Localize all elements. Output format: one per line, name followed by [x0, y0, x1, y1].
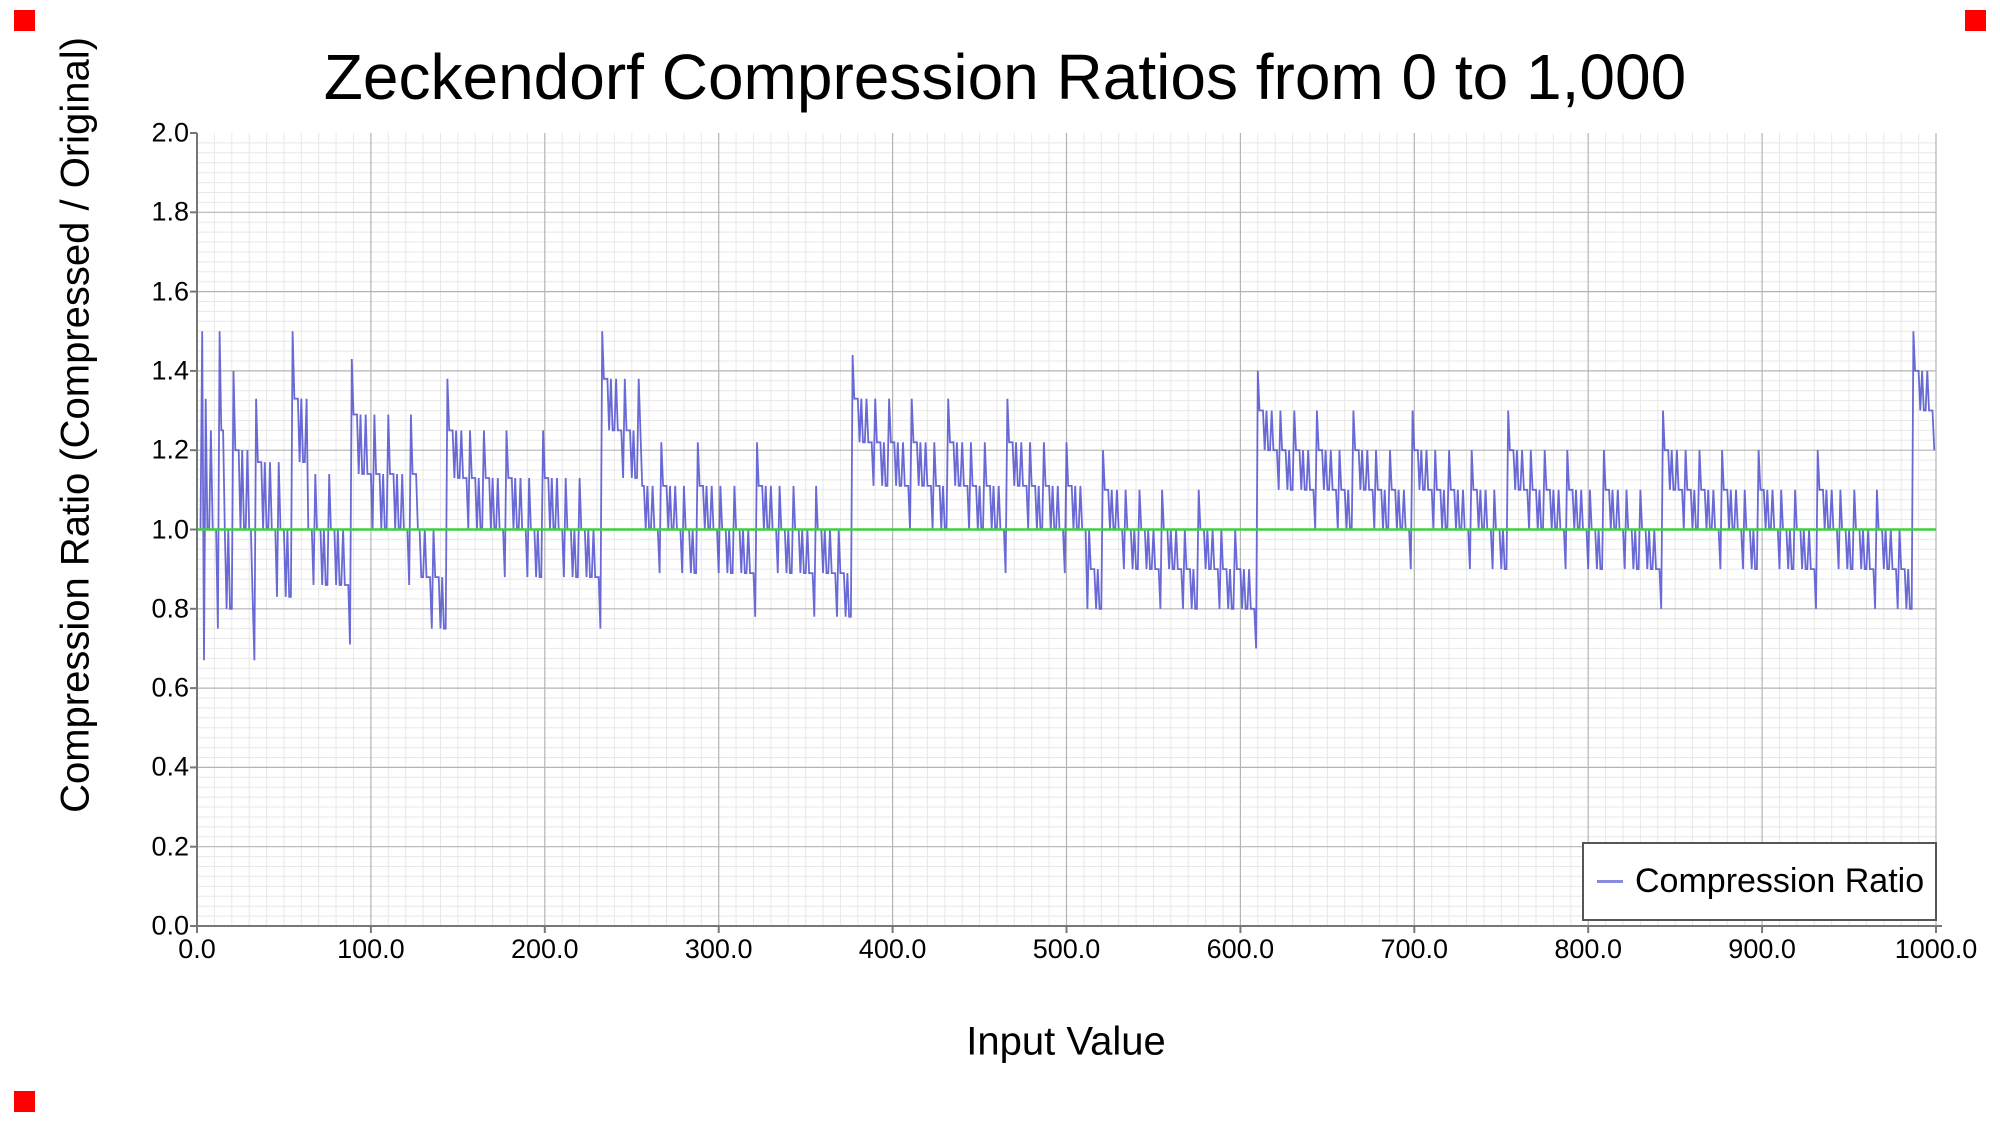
- y-tick-label: 0.0: [151, 910, 189, 941]
- y-tick-label: 1.4: [151, 355, 189, 386]
- y-tick-label: 0.8: [151, 593, 189, 624]
- y-tick-label: 2.0: [151, 117, 189, 148]
- x-axis-title: Input Value: [966, 1019, 1166, 1064]
- y-tick-label: 1.0: [151, 514, 189, 544]
- x-tick-label: 800.0: [1554, 934, 1622, 964]
- corner-marker-top-right: [1965, 10, 1986, 31]
- y-tick-label: 1.8: [151, 196, 189, 227]
- x-tick-label: 200.0: [511, 934, 579, 964]
- y-tick-label: 0.2: [151, 831, 189, 862]
- x-tick-label: 1000.0: [1894, 934, 1978, 964]
- legend-label: Compression Ratio: [1635, 862, 1925, 900]
- x-tick-label: 300.0: [684, 934, 753, 964]
- x-tick-label: 500.0: [1032, 934, 1101, 964]
- x-tick-label: 600.0: [1206, 934, 1275, 964]
- x-tick-label: 0.0: [178, 934, 216, 964]
- corner-marker-bottom-left: [14, 1091, 35, 1112]
- x-tick-label: 700.0: [1380, 934, 1449, 964]
- y-tick-label: 0.4: [151, 751, 189, 782]
- legend: Compression Ratio: [1582, 842, 1937, 921]
- corner-marker-top-left: [14, 10, 35, 31]
- y-tick-label: 1.6: [151, 276, 189, 307]
- chart-title: Zeckendorf Compression Ratios from 0 to …: [323, 41, 1687, 113]
- x-tick-label: 100.0: [337, 934, 405, 964]
- y-tick-label: 1.2: [151, 434, 189, 465]
- x-tick-label: 400.0: [858, 934, 927, 964]
- axis-tick-marks: [190, 132, 1937, 933]
- y-tick-label: 0.6: [151, 672, 189, 703]
- x-tick-label: 900.0: [1728, 934, 1796, 964]
- legend-line-sample-icon: [1597, 880, 1623, 883]
